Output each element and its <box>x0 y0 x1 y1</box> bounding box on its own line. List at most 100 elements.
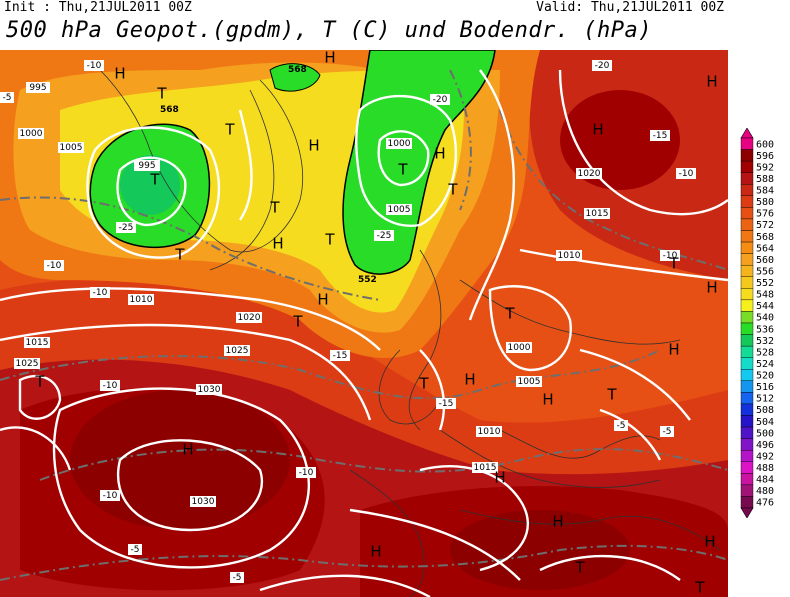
low-symbol: T <box>606 386 617 404</box>
temp-label: -5 <box>0 92 14 103</box>
pressure-label: 1020 <box>236 312 262 323</box>
legend-label: 556 <box>756 266 774 277</box>
svg-text:-10: -10 <box>93 288 108 298</box>
legend-label: 536 <box>756 324 774 335</box>
legend-swatch <box>740 230 754 243</box>
low-symbol: T <box>504 305 515 323</box>
geopot-label: 568 <box>160 105 179 115</box>
high-symbol: H <box>114 65 125 83</box>
high-symbol: H <box>706 279 717 297</box>
low-symbol: T <box>34 373 45 391</box>
temp-label: -5 <box>660 426 674 437</box>
high-symbol: H <box>592 121 603 139</box>
legend-swatch <box>740 403 754 416</box>
legend-label: 492 <box>756 451 774 462</box>
temp-label: -15 <box>650 130 670 141</box>
legend-label: 532 <box>756 336 774 347</box>
svg-text:995: 995 <box>138 161 155 171</box>
svg-text:1005: 1005 <box>60 143 83 153</box>
svg-text:-10: -10 <box>87 61 102 71</box>
legend-label: 564 <box>756 243 774 254</box>
pressure-label: 1020 <box>576 168 602 179</box>
isotherms <box>0 69 728 581</box>
cold-low-svalbard <box>269 63 321 92</box>
low-symbol: T <box>224 121 235 139</box>
pressure-labels: 995 1000 1005 1010 1015 1020 1025 1030 1… <box>14 82 610 507</box>
svg-text:-25: -25 <box>377 231 392 241</box>
svg-text:1000: 1000 <box>20 129 43 139</box>
geopot-core-high <box>70 390 290 530</box>
pressure-label: 1015 <box>472 462 498 473</box>
pressure-label: 1000 <box>506 342 532 353</box>
legend-label: 572 <box>756 220 774 231</box>
legend-swatch <box>740 496 754 509</box>
geopot-labels: 568 568 552 <box>160 65 377 285</box>
svg-text:1010: 1010 <box>478 427 501 437</box>
temp-label: -25 <box>374 230 394 241</box>
legend-label: 548 <box>756 290 774 301</box>
pressure-label: 1010 <box>476 426 502 437</box>
legend-label: 596 <box>756 151 774 162</box>
legend-swatch <box>740 207 754 220</box>
high-symbol: H <box>272 235 283 253</box>
legend-swatch <box>740 438 754 451</box>
low-symbol: T <box>668 255 679 273</box>
legend-swatch <box>740 253 754 266</box>
legend-label: 520 <box>756 371 774 382</box>
svg-text:-10: -10 <box>299 468 314 478</box>
svg-text:1015: 1015 <box>586 209 609 219</box>
legend-swatch <box>740 322 754 335</box>
pressure-label: 1015 <box>24 337 50 348</box>
legend-label: 496 <box>756 440 774 451</box>
high-symbol: H <box>182 441 193 459</box>
legend-swatch <box>740 345 754 358</box>
temp-label: -10 <box>676 168 696 179</box>
temp-label: -10 <box>296 467 316 478</box>
high-symbol: H <box>434 145 445 163</box>
svg-text:-5: -5 <box>617 421 626 431</box>
legend-swatch <box>740 334 754 347</box>
svg-text:1015: 1015 <box>26 338 49 348</box>
svg-text:1025: 1025 <box>226 346 249 356</box>
legend-swatch <box>740 484 754 497</box>
geopot-label: 552 <box>358 275 377 285</box>
low-symbol: T <box>694 579 705 597</box>
pressure-label: 1010 <box>556 250 582 261</box>
pressure-label: 995 <box>26 82 50 93</box>
low-symbol: T <box>447 181 458 199</box>
svg-text:1005: 1005 <box>388 205 411 215</box>
svg-text:-10: -10 <box>679 169 694 179</box>
legend-label: 480 <box>756 486 774 497</box>
svg-text:-5: -5 <box>233 573 242 583</box>
high-symbol: H <box>552 513 563 531</box>
legend-label: 500 <box>756 428 774 439</box>
pressure-label: 1025 <box>224 345 250 356</box>
pressure-label: 1005 <box>516 376 542 387</box>
low-symbol: T <box>149 171 160 189</box>
legend-swatch <box>740 369 754 382</box>
legend-arrow-top <box>740 128 754 139</box>
legend-swatch <box>740 357 754 370</box>
legend-swatch <box>740 473 754 486</box>
geopot-core-south <box>450 510 630 590</box>
legend-label: 580 <box>756 197 774 208</box>
legend-label: 476 <box>756 498 774 509</box>
high-symbol: H <box>706 73 717 91</box>
pressure-label: 1030 <box>196 384 222 395</box>
high-symbol: H <box>324 50 335 67</box>
legend-label: 552 <box>756 278 774 289</box>
legend-label: 516 <box>756 382 774 393</box>
svg-text:-10: -10 <box>47 261 62 271</box>
temp-label: -5 <box>230 572 244 583</box>
legend-swatch <box>740 415 754 428</box>
high-symbol: H <box>668 341 679 359</box>
legend-label: 512 <box>756 394 774 405</box>
legend-label: 588 <box>756 174 774 185</box>
svg-text:-20: -20 <box>433 95 448 105</box>
svg-text:1030: 1030 <box>198 385 221 395</box>
low-symbol: T <box>156 85 167 103</box>
svg-text:1000: 1000 <box>508 343 531 353</box>
svg-text:1025: 1025 <box>16 359 39 369</box>
temp-label: -15 <box>330 350 350 361</box>
svg-text:1005: 1005 <box>518 377 541 387</box>
